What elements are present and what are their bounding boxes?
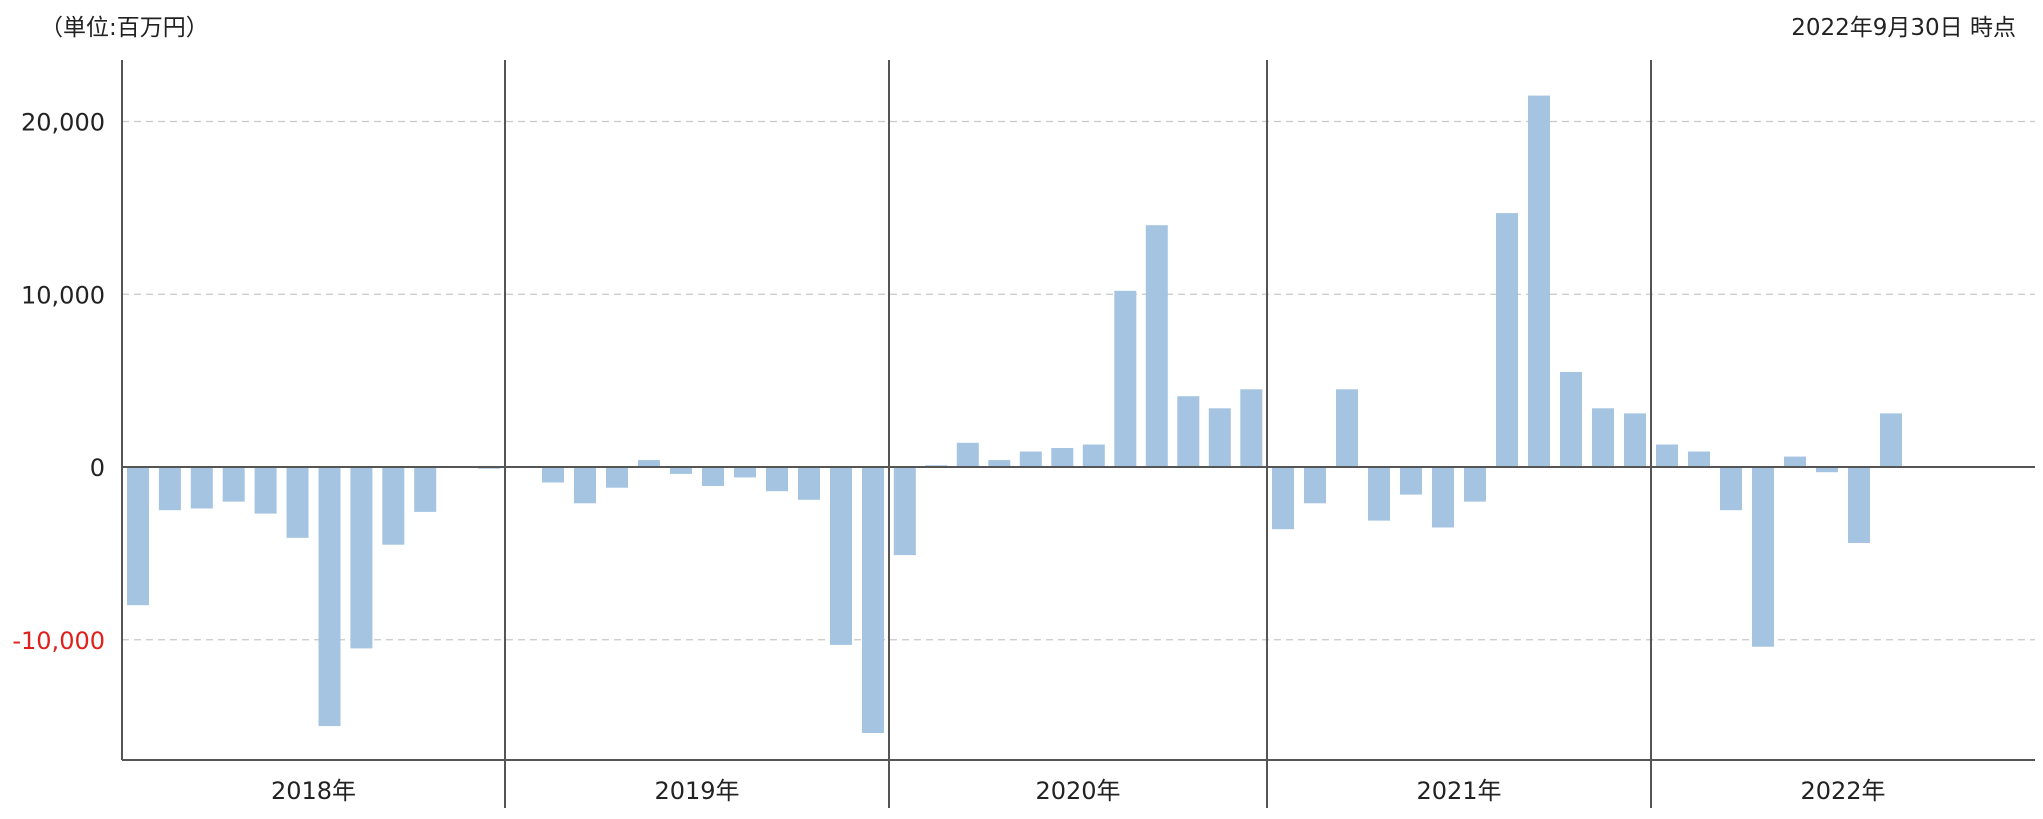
bar <box>350 467 373 649</box>
bar <box>798 467 820 500</box>
bar <box>1082 444 1105 467</box>
bar <box>254 467 277 514</box>
bar <box>1400 467 1422 495</box>
bar <box>988 460 1011 467</box>
bar <box>1272 467 1294 530</box>
bar <box>1304 467 1326 504</box>
bar <box>414 467 437 512</box>
bar <box>318 467 341 727</box>
bar <box>1336 389 1358 467</box>
bar <box>1496 213 1518 467</box>
bar <box>1624 413 1646 467</box>
bar <box>1720 467 1742 511</box>
bar <box>670 467 692 474</box>
bar <box>1656 444 1678 467</box>
bar <box>1752 467 1774 647</box>
bar <box>1688 451 1710 467</box>
bar <box>1432 467 1454 528</box>
bar <box>158 467 181 511</box>
bar <box>766 467 788 492</box>
bar <box>1528 95 1550 467</box>
bar <box>606 467 628 488</box>
bar <box>830 467 852 645</box>
y-tick-label: 10,000 <box>21 281 105 309</box>
bar <box>127 467 149 606</box>
unit-label: （単位:百万円） <box>40 15 209 41</box>
bar <box>1464 467 1486 502</box>
bar <box>1368 467 1390 521</box>
bar <box>1051 448 1074 467</box>
x-tick-label: 2018年 <box>271 777 356 805</box>
bar <box>734 467 756 478</box>
y-tick-label: -10,000 <box>12 627 105 655</box>
bar <box>286 467 309 538</box>
y-tick-label: 0 <box>90 454 105 482</box>
bar <box>893 467 916 556</box>
bar <box>1114 290 1137 467</box>
bar <box>1560 372 1582 467</box>
bar <box>862 467 884 733</box>
x-tick-label: 2019年 <box>654 777 739 805</box>
bar <box>382 467 405 545</box>
bar <box>1208 408 1231 467</box>
x-tick-label: 2020年 <box>1035 777 1120 805</box>
bar <box>956 442 979 467</box>
as-of-date: 2022年9月30日 時点 <box>1791 15 2016 41</box>
bar <box>1240 389 1263 467</box>
bar <box>702 467 724 486</box>
x-tick-label: 2021年 <box>1416 777 1501 805</box>
bar <box>1816 467 1838 473</box>
y-tick-label: 20,000 <box>21 109 105 137</box>
bar <box>190 467 213 509</box>
bar <box>638 460 660 467</box>
bar <box>1848 467 1870 543</box>
bar <box>1019 451 1042 467</box>
bar <box>542 467 564 483</box>
bar <box>1592 408 1614 467</box>
bar <box>1784 456 1806 467</box>
bar <box>1177 396 1200 467</box>
x-tick-label: 2022年 <box>1800 777 1885 805</box>
bar <box>574 467 596 504</box>
bar <box>1880 413 1902 467</box>
bar <box>1145 225 1168 467</box>
bar <box>222 467 245 502</box>
